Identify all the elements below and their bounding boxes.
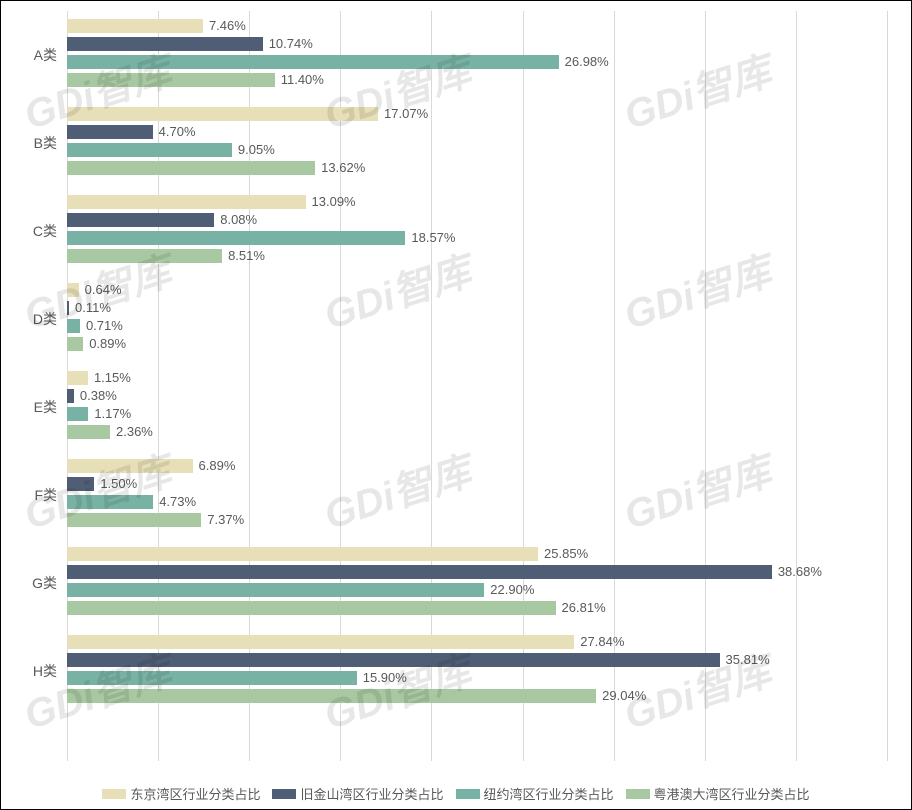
bar-value-label: 13.62% [321,161,365,175]
legend: 东京湾区行业分类占比 旧金山湾区行业分类占比 纽约湾区行业分类占比 粤港澳大湾区行业分… [1,784,911,803]
category-label: H类 [1,661,57,681]
bar [67,689,596,703]
bar [67,495,153,509]
bar-value-label: 25.85% [544,547,588,561]
bar-value-label: 1.50% [100,477,137,491]
bar [67,513,201,527]
bar [67,565,772,579]
legend-label: 东京湾区行业分类占比 [130,787,260,802]
bar-value-label: 35.81% [726,653,770,667]
bar-value-label: 27.84% [580,635,624,649]
bar-value-label: 7.46% [209,19,246,33]
bar-value-label: 11.40% [281,73,324,87]
category-label: B类 [1,133,57,153]
legend-item: 粤港澳大湾区行业分类占比 [626,784,810,803]
bar-value-label: 13.09% [312,195,356,209]
bar [67,231,405,245]
bar [67,407,88,421]
bar-value-label: 2.36% [116,425,153,439]
bar-value-label: 38.68% [778,565,822,579]
bar-value-label: 9.05% [238,143,275,157]
bar-value-label: 8.08% [220,213,257,227]
bar-value-label: 29.04% [602,689,646,703]
bar [67,283,79,297]
bar [67,477,94,491]
bar-value-label: 4.73% [159,495,196,509]
bar [67,601,556,615]
legend-swatch [102,789,126,799]
bar [67,635,574,649]
bar [67,195,306,209]
bar [67,653,720,667]
bar-value-label: 1.15% [94,371,131,385]
legend-item: 旧金山湾区行业分类占比 [272,784,443,803]
legend-label: 纽约湾区行业分类占比 [484,787,614,802]
bar [67,125,153,139]
bar [67,55,559,69]
category-label: D类 [1,309,57,329]
bar [67,389,74,403]
category-label: G类 [1,573,57,593]
bar [67,547,538,561]
bar-value-label: 0.71% [86,319,123,333]
category-label: E类 [1,397,57,417]
bar [67,425,110,439]
bar-value-label: 0.89% [89,337,126,351]
bar-value-label: 0.64% [85,283,122,297]
bar-value-label: 17.07% [384,107,428,121]
bar [67,213,214,227]
bar-value-label: 7.37% [207,513,244,527]
bar-value-label: 18.57% [411,231,455,245]
bar [67,301,69,315]
category-label: F类 [1,485,57,505]
bar [67,37,263,51]
bar-value-label: 22.90% [490,583,534,597]
bar [67,143,232,157]
bar-value-label: 26.98% [565,55,609,69]
bar-value-label: 0.38% [80,389,117,403]
bar [67,671,357,685]
gridline [796,11,797,761]
bar-value-label: 6.89% [199,459,236,473]
bar [67,371,88,385]
bar [67,107,378,121]
chart-plot-area: A类7.46%10.74%26.98%11.40%B类17.07%4.70%9.… [67,11,887,761]
legend-swatch [456,789,480,799]
bar-value-label: 10.74% [269,37,313,51]
bar [67,161,315,175]
legend-item: 纽约湾区行业分类占比 [456,784,614,803]
gridline [705,11,706,761]
bar [67,249,222,263]
category-label: C类 [1,221,57,241]
bar [67,583,484,597]
gridline [887,11,888,761]
bar [67,337,83,351]
bar [67,319,80,333]
bar-value-label: 26.81% [562,601,606,615]
bar-value-label: 1.17% [94,407,131,421]
bar [67,73,275,87]
legend-swatch [626,789,650,799]
bar-value-label: 15.90% [363,671,407,685]
bar [67,19,203,33]
bar-value-label: 8.51% [228,249,265,263]
legend-swatch [272,789,296,799]
legend-label: 粤港澳大湾区行业分类占比 [654,787,810,802]
bar-value-label: 0.11% [75,301,111,315]
bar [67,459,193,473]
bar-value-label: 4.70% [159,125,196,139]
legend-label: 旧金山湾区行业分类占比 [300,787,443,802]
category-label: A类 [1,45,57,65]
legend-item: 东京湾区行业分类占比 [102,784,260,803]
